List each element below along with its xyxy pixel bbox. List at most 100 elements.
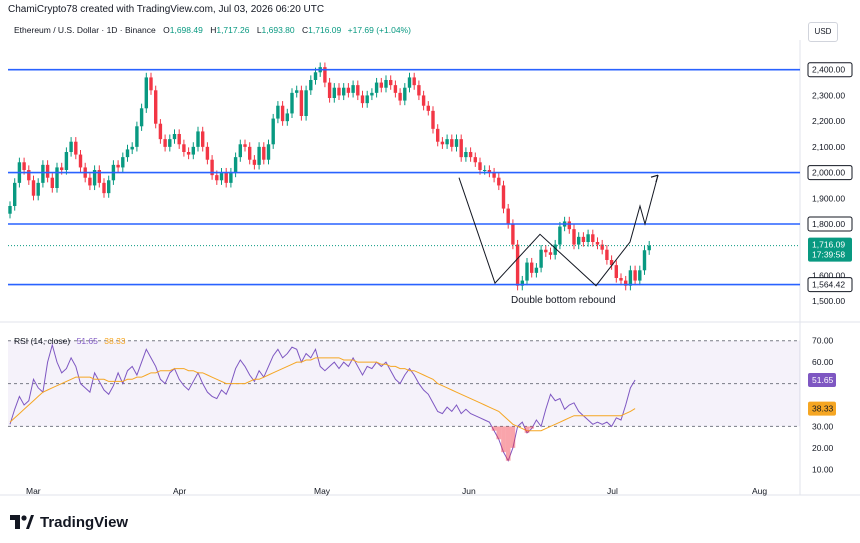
candle-body [360,95,365,104]
candle-body [436,128,440,142]
candle-body [107,180,111,194]
candle-body [374,82,379,93]
rsi-ma-legend-value: 38.33 [104,336,126,346]
candle-body [426,105,430,111]
rsi-value-tag [808,373,836,388]
open-label: O [163,25,170,35]
candle-body [125,149,130,158]
candle-body [647,245,651,251]
pattern-arrowhead [650,174,659,183]
candle-body [403,87,407,101]
candle-body [8,206,12,214]
candle-body [520,280,524,286]
symbol-info-row: Ethereum / U.S. Dollar · 1D · Binance O1… [14,25,411,35]
candle-body [69,141,73,152]
candle-body [398,92,402,101]
candle-body [454,139,459,147]
candle-body [530,262,534,273]
candle-body [365,95,369,104]
candle-body [191,146,195,155]
price-tick-label: 1,500.00 [812,296,845,306]
candle-body [501,185,506,209]
candle-body [309,80,313,91]
price-tick-label: 1,900.00 [812,193,845,203]
rsi-legend: RSI (14, close) 51.65 38.33 [14,336,126,346]
candle-body [624,280,628,286]
candle-body [478,162,482,170]
candle-body [229,172,233,183]
candle-body [31,180,36,196]
candle-body [459,139,463,158]
candle-body [572,229,576,245]
candle-body [196,131,200,147]
candle-body [323,67,327,83]
candle-body [74,141,78,155]
candle-body [389,80,393,86]
rsi-tick-label: 20.00 [812,443,834,453]
candle-body [473,157,477,163]
candle-body [506,208,510,224]
candle-body [210,159,214,176]
candle-body [332,87,336,98]
candle-body [370,92,374,96]
candle-body [121,157,125,168]
candle-body [539,249,543,268]
countdown-label: 17:39:58 [812,250,845,260]
pattern-annotation: Double bottom rebound [511,295,616,306]
candle-body [628,270,633,286]
candle-body [379,82,383,88]
candle-body [511,224,515,245]
candle-body [483,170,487,171]
candle-body [233,157,238,173]
rsi-tick-label: 60.00 [812,357,834,367]
candle-body [304,90,308,116]
candle-body [22,162,26,170]
candle-body [135,126,139,147]
candle-body [595,242,600,245]
chart-credit: ChamiCrypto78 created with TradingView.c… [8,4,325,15]
level-tag-box [807,216,853,232]
symbol-title[interactable]: Ethereum / U.S. Dollar · 1D · Binance [14,25,156,35]
candle-body [201,131,205,147]
candle-body [567,221,571,230]
level-tag-label: 2,400.00 [812,65,845,75]
tradingview-logo[interactable]: TradingView [10,512,128,532]
candle-body [337,87,341,96]
level-tag-box [807,277,853,293]
candle-body [295,90,299,93]
high-label: H [210,25,217,35]
tradingview-brand: TradingView [40,513,129,531]
candle-body [440,141,445,145]
candle-body [417,85,421,96]
candle-body [248,146,252,160]
rsi-legend-label[interactable]: RSI (14, close) [14,336,71,346]
candle-body [497,177,501,186]
currency-button[interactable]: USD [808,22,838,42]
time-tick-label: Apr [173,486,186,496]
candle-body [55,167,59,188]
candle-body [544,249,548,253]
candle-body [280,105,285,122]
candle-body [215,175,219,181]
level-tag-label: 1,564.42 [812,280,845,290]
candle-body [271,118,275,145]
rsi-legend-value: 51.65 [76,336,98,346]
candle-body [163,139,167,147]
time-tick-label: Aug [752,486,767,496]
change-value: +17.69 (+1.04%) [347,25,411,35]
time-tick-label: Jun [462,486,476,496]
rsi-ma-value-tag [808,401,836,416]
candle-body [130,146,134,150]
candle-body [102,182,106,194]
candle-body [205,146,210,160]
candle-body [581,236,586,242]
candle-body [492,172,496,178]
rsi-line [9,343,636,462]
candle-body [384,80,388,88]
rsi-ma-line [9,357,636,432]
candle-body [285,113,289,122]
candle-body [342,87,346,96]
candle-body [182,144,186,152]
rsi-ma-value-label: 38.33 [812,404,834,414]
